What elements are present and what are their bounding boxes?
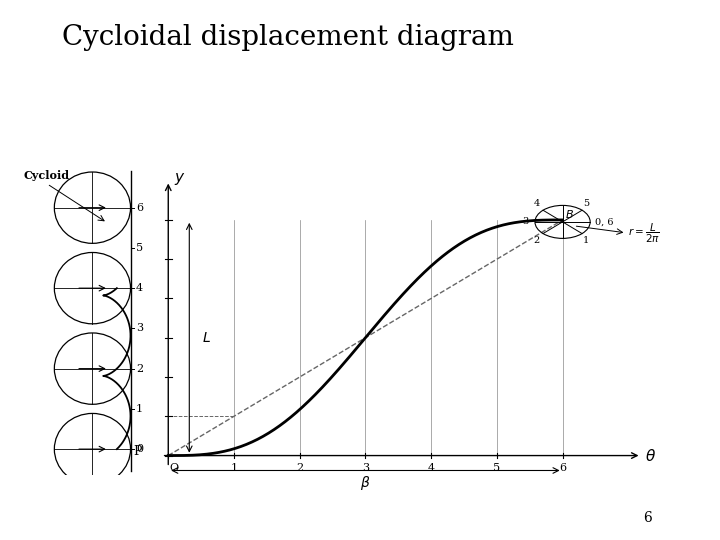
Text: P: P [133,445,141,458]
Text: 2: 2 [534,236,539,245]
Text: 4: 4 [534,199,539,208]
Text: 6: 6 [559,463,566,472]
Text: 2: 2 [296,463,303,472]
Text: $\theta$: $\theta$ [644,448,656,463]
Text: 0: 0 [136,444,143,454]
Text: 4: 4 [136,283,143,293]
Text: $\beta$: $\beta$ [360,475,371,492]
Text: 5: 5 [583,199,589,208]
Text: 0, 6: 0, 6 [595,218,613,226]
Text: 3: 3 [362,463,369,472]
Text: $B$: $B$ [565,208,574,220]
Text: Cycloidal displacement diagram: Cycloidal displacement diagram [62,24,514,51]
Text: $r=\dfrac{L}{2\pi}$: $r=\dfrac{L}{2\pi}$ [629,222,660,245]
Text: 1: 1 [136,404,143,414]
Text: 5: 5 [493,463,500,472]
Text: 6: 6 [644,511,652,525]
Text: 6: 6 [136,202,143,213]
Text: $L$: $L$ [202,330,212,345]
Text: 3: 3 [522,218,528,226]
Text: 1: 1 [230,463,238,472]
Text: $y$: $y$ [174,171,185,187]
Text: Cycloid: Cycloid [24,170,70,180]
Text: 3: 3 [136,323,143,333]
Text: 2: 2 [136,363,143,374]
Text: O: O [169,463,178,472]
Text: 5: 5 [136,243,143,253]
Text: 4: 4 [428,463,435,472]
Text: 1: 1 [583,236,589,245]
